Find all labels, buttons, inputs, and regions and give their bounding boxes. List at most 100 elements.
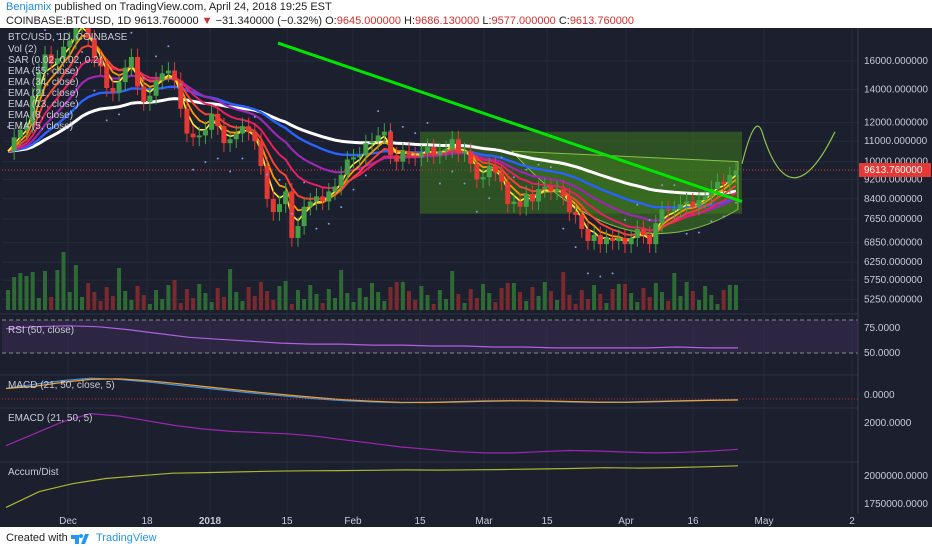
legend-entry: EMA (55, close): [8, 66, 79, 77]
ema-line: [7, 74, 737, 222]
volume-bar: [234, 292, 239, 310]
volume-bar: [221, 297, 226, 310]
candle-body: [702, 196, 708, 201]
sar-dot: [512, 176, 515, 179]
candle-body: [431, 147, 437, 156]
volume-bar: [524, 301, 529, 310]
volume-bar: [444, 299, 449, 310]
candle-body: [357, 155, 363, 158]
volume-bar: [684, 282, 689, 310]
price-tick-label: 14000.000000: [864, 85, 928, 96]
candle-body: [474, 163, 480, 180]
volume-bar: [104, 287, 109, 310]
legend-entry: EMA (13, close): [8, 99, 79, 110]
time-tick-label: Apr: [618, 516, 634, 527]
sar-dot: [229, 170, 232, 173]
symbol-label: COINBASE:BTCUSD, 1D: [6, 15, 132, 27]
sar-dot: [105, 119, 108, 122]
publish-line: Benjamix published on TradingView.com, A…: [6, 1, 332, 14]
sar-dot: [192, 168, 195, 171]
candle-body: [418, 153, 424, 158]
candle-body: [610, 237, 616, 242]
volume-bar: [295, 290, 300, 310]
chart-background: [0, 28, 932, 527]
open-value: 9645.000000: [336, 15, 401, 27]
time-axis[interactable]: Dec 18 2018 15 Feb 15 Mar 15 Apr 16 May 2: [0, 514, 932, 527]
high-label: H:: [404, 15, 416, 27]
volume-bar: [283, 281, 288, 310]
candle-body: [122, 67, 128, 83]
volume-bar: [382, 301, 387, 310]
candle-body: [350, 157, 356, 160]
close-label: C:: [558, 15, 570, 27]
macd-tick-label: 0.0000: [864, 390, 895, 401]
sar-dot: [68, 71, 71, 74]
volume-bar: [487, 293, 492, 310]
volume-bar: [320, 303, 325, 310]
candle-body: [209, 113, 215, 130]
sar-dot: [364, 174, 367, 177]
sar-dot: [31, 70, 34, 73]
ohlc-line: COINBASE:BTCUSD, 1D 9613.760000 ▼ −31.34…: [6, 15, 634, 28]
candle-body: [523, 193, 529, 207]
candle-body: [116, 82, 122, 93]
legend-entry: SAR (0.02, 0.02, 0.2): [8, 55, 102, 66]
candle-body: [597, 234, 603, 245]
trading-chart[interactable]: 16000.000000 14000.000000 12000.000000 1100…: [0, 28, 932, 527]
sar-dot: [735, 201, 737, 204]
volume-bar: [67, 292, 72, 310]
volume-bar: [493, 302, 498, 310]
volume-bar: [43, 271, 48, 310]
indicator-panels: [0, 28, 859, 518]
candle-body: [135, 57, 141, 87]
candle-body: [172, 70, 178, 81]
volume-bar: [400, 282, 405, 310]
sar-dot: [562, 227, 565, 230]
candle-body: [517, 201, 523, 207]
price-axis[interactable]: 16000.000000 14000.000000 12000.000000 1100…: [859, 56, 931, 510]
candle-body: [505, 181, 511, 205]
volume-bar: [370, 283, 374, 310]
volume-bar: [240, 301, 245, 310]
price-tick-label: 11000.000000: [864, 136, 928, 147]
candle-body: [708, 188, 714, 197]
volume-bar: [228, 269, 233, 310]
candle-body: [714, 181, 720, 189]
sar-dot: [648, 218, 651, 221]
volume-bar: [215, 288, 220, 310]
volume-bar: [357, 288, 362, 310]
volume-bar: [481, 284, 486, 310]
sar-dot: [389, 130, 392, 133]
emacd-label: EMACD (21, 50, 5): [8, 413, 92, 424]
volume-bar: [18, 273, 23, 310]
volume-bar: [474, 298, 479, 310]
candle-body: [394, 155, 400, 162]
sar-dot: [488, 197, 491, 200]
publish-info: published on TradingView.com, April 24, …: [54, 1, 332, 13]
candle-body: [591, 234, 597, 242]
volume-bar: [98, 301, 103, 310]
candle-body: [653, 223, 659, 245]
trendline: [277, 41, 743, 203]
volume-bar: [604, 303, 609, 310]
candle-body: [264, 165, 270, 199]
price-tick-label: 5750.000000: [864, 275, 923, 286]
sar-dot: [44, 29, 47, 32]
candle-body: [425, 147, 431, 154]
sar-dot: [451, 170, 454, 173]
tradingview-link[interactable]: TradingView: [96, 532, 157, 544]
candle-body: [536, 188, 542, 202]
low-value: 9577.000000: [491, 15, 556, 27]
volume-bar: [622, 284, 627, 310]
sar-dot: [463, 182, 466, 185]
volume-bar: [351, 302, 356, 310]
candle-body: [449, 139, 455, 150]
candle-body: [227, 139, 233, 144]
volume-bar: [172, 280, 177, 310]
author-link[interactable]: Benjamix: [6, 1, 52, 13]
candle-body: [91, 38, 97, 59]
candle-body: [659, 209, 665, 224]
price-tag: [859, 163, 931, 178]
time-tick-label: 16: [687, 516, 699, 527]
price-tick-label: 16000.000000: [864, 56, 928, 67]
